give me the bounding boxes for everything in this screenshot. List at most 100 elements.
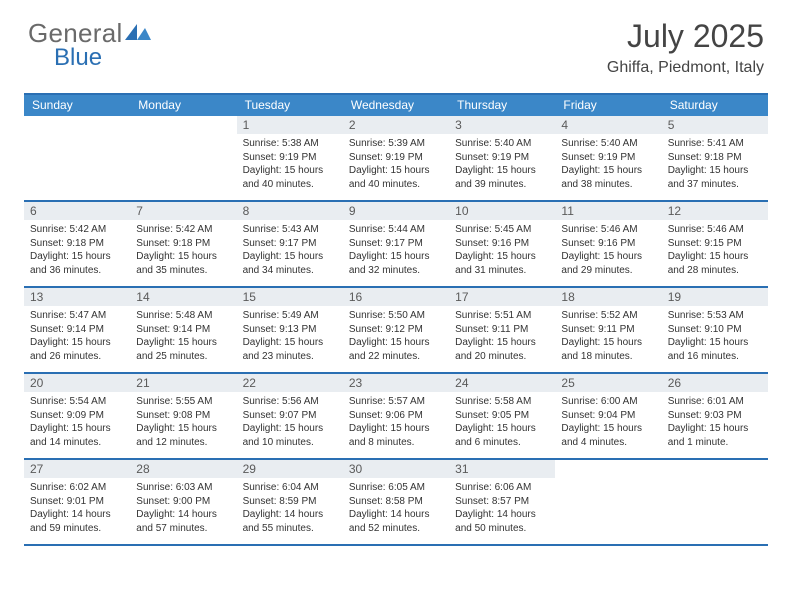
day-info: Sunrise: 5:50 AMSunset: 9:12 PMDaylight:…	[343, 306, 449, 367]
sunset-text: Sunset: 9:18 PM	[30, 237, 124, 251]
sunrise-text: Sunrise: 5:58 AM	[455, 395, 549, 409]
day-number: 16	[343, 288, 449, 306]
day-number: 7	[130, 202, 236, 220]
sunset-text: Sunset: 9:19 PM	[561, 151, 655, 165]
day-cell: 15Sunrise: 5:49 AMSunset: 9:13 PMDayligh…	[237, 288, 343, 372]
day-info: Sunrise: 5:42 AMSunset: 9:18 PMDaylight:…	[130, 220, 236, 281]
sunrise-text: Sunrise: 5:49 AM	[243, 309, 337, 323]
day-cell: 16Sunrise: 5:50 AMSunset: 9:12 PMDayligh…	[343, 288, 449, 372]
day-number: 8	[237, 202, 343, 220]
sunrise-text: Sunrise: 5:45 AM	[455, 223, 549, 237]
day-info: Sunrise: 5:42 AMSunset: 9:18 PMDaylight:…	[24, 220, 130, 281]
day-cell: 14Sunrise: 5:48 AMSunset: 9:14 PMDayligh…	[130, 288, 236, 372]
day-header: Sunday	[24, 95, 130, 116]
day-info: Sunrise: 5:46 AMSunset: 9:16 PMDaylight:…	[555, 220, 661, 281]
title-block: July 2025 Ghiffa, Piedmont, Italy	[607, 18, 764, 77]
sunrise-text: Sunrise: 5:51 AM	[455, 309, 549, 323]
day-number: 28	[130, 460, 236, 478]
sunset-text: Sunset: 8:58 PM	[349, 495, 443, 509]
daylight-text: Daylight: 15 hours and 31 minutes.	[455, 250, 549, 277]
day-header: Friday	[555, 95, 661, 116]
sunrise-text: Sunrise: 5:55 AM	[136, 395, 230, 409]
day-info: Sunrise: 5:51 AMSunset: 9:11 PMDaylight:…	[449, 306, 555, 367]
day-cell: 23 Sunrise: 5:57 AMSunset: 9:06 PMDayligh…	[343, 374, 449, 458]
daylight-text: Daylight: 14 hours and 52 minutes.	[349, 508, 443, 535]
daylight-text: Daylight: 14 hours and 57 minutes.	[136, 508, 230, 535]
day-info: Sunrise: 5:56 AMSunset: 9:07 PMDaylight:…	[237, 392, 343, 453]
sunset-text: Sunset: 9:06 PM	[349, 409, 443, 423]
day-cell: 3Sunrise: 5:40 AMSunset: 9:19 PMDaylight…	[449, 116, 555, 200]
sunset-text: Sunset: 9:07 PM	[243, 409, 337, 423]
day-cell: 19Sunrise: 5:53 AMSunset: 9:10 PMDayligh…	[662, 288, 768, 372]
logo-text-b: Blue	[54, 44, 102, 72]
day-number: 25	[555, 374, 661, 392]
sunset-text: Sunset: 9:11 PM	[455, 323, 549, 337]
sunset-text: Sunset: 9:16 PM	[455, 237, 549, 251]
sunrise-text: Sunrise: 5:52 AM	[561, 309, 655, 323]
daylight-text: Daylight: 15 hours and 39 minutes.	[455, 164, 549, 191]
daylight-text: Daylight: 15 hours and 8 minutes.	[349, 422, 443, 449]
sunrise-text: Sunrise: 5:44 AM	[349, 223, 443, 237]
day-cell: 28Sunrise: 6:03 AMSunset: 9:00 PMDayligh…	[130, 460, 236, 544]
daylight-text: Daylight: 15 hours and 29 minutes.	[561, 250, 655, 277]
sunrise-text: Sunrise: 5:48 AM	[136, 309, 230, 323]
daylight-text: Daylight: 15 hours and 6 minutes.	[455, 422, 549, 449]
day-number: 1	[237, 116, 343, 134]
sunset-text: Sunset: 9:16 PM	[561, 237, 655, 251]
day-number: 27	[24, 460, 130, 478]
day-info: Sunrise: 6:04 AMSunset: 8:59 PMDaylight:…	[237, 478, 343, 539]
day-info: Sunrise: 5:53 AMSunset: 9:10 PMDaylight:…	[662, 306, 768, 367]
sunrise-text: Sunrise: 5:43 AM	[243, 223, 337, 237]
day-info: Sunrise: 6:01 AMSunset: 9:03 PMDaylight:…	[662, 392, 768, 453]
day-info: Sunrise: 5:47 AMSunset: 9:14 PMDaylight:…	[24, 306, 130, 367]
day-number: 17	[449, 288, 555, 306]
week-row: ..1Sunrise: 5:38 AMSunset: 9:19 PMDaylig…	[24, 116, 768, 202]
day-header: Saturday	[662, 95, 768, 116]
day-number: 22	[237, 374, 343, 392]
sunset-text: Sunset: 9:01 PM	[30, 495, 124, 509]
day-cell: 10Sunrise: 5:45 AMSunset: 9:16 PMDayligh…	[449, 202, 555, 286]
day-info: Sunrise: 6:06 AMSunset: 8:57 PMDaylight:…	[449, 478, 555, 539]
sunset-text: Sunset: 9:19 PM	[243, 151, 337, 165]
day-number: 23	[343, 374, 449, 392]
day-info: Sunrise: 5:55 AMSunset: 9:08 PMDaylight:…	[130, 392, 236, 453]
day-cell: 29Sunrise: 6:04 AMSunset: 8:59 PMDayligh…	[237, 460, 343, 544]
calendar: Sunday Monday Tuesday Wednesday Thursday…	[24, 93, 768, 546]
day-number: 9	[343, 202, 449, 220]
sunrise-text: Sunrise: 6:01 AM	[668, 395, 762, 409]
day-info: Sunrise: 5:38 AMSunset: 9:19 PMDaylight:…	[237, 134, 343, 195]
day-number: 13	[24, 288, 130, 306]
sunrise-text: Sunrise: 5:57 AM	[349, 395, 443, 409]
weeks-container: ..1Sunrise: 5:38 AMSunset: 9:19 PMDaylig…	[24, 116, 768, 546]
sunrise-text: Sunrise: 6:04 AM	[243, 481, 337, 495]
day-cell: .	[130, 116, 236, 200]
daylight-text: Daylight: 15 hours and 36 minutes.	[30, 250, 124, 277]
sunrise-text: Sunrise: 5:41 AM	[668, 137, 762, 151]
daylight-text: Daylight: 15 hours and 32 minutes.	[349, 250, 443, 277]
daylight-text: Daylight: 15 hours and 12 minutes.	[136, 422, 230, 449]
day-cell: 30Sunrise: 6:05 AMSunset: 8:58 PMDayligh…	[343, 460, 449, 544]
sunset-text: Sunset: 9:19 PM	[349, 151, 443, 165]
daylight-text: Daylight: 15 hours and 23 minutes.	[243, 336, 337, 363]
daylight-text: Daylight: 15 hours and 34 minutes.	[243, 250, 337, 277]
day-number: 6	[24, 202, 130, 220]
daylight-text: Daylight: 15 hours and 4 minutes.	[561, 422, 655, 449]
sunrise-text: Sunrise: 5:42 AM	[136, 223, 230, 237]
sunset-text: Sunset: 9:18 PM	[668, 151, 762, 165]
daylight-text: Daylight: 15 hours and 37 minutes.	[668, 164, 762, 191]
day-cell: 2Sunrise: 5:39 AMSunset: 9:19 PMDaylight…	[343, 116, 449, 200]
sunset-text: Sunset: 9:17 PM	[243, 237, 337, 251]
sunset-text: Sunset: 9:05 PM	[455, 409, 549, 423]
sunrise-text: Sunrise: 5:39 AM	[349, 137, 443, 151]
day-cell: 22Sunrise: 5:56 AMSunset: 9:07 PMDayligh…	[237, 374, 343, 458]
day-cell: 17Sunrise: 5:51 AMSunset: 9:11 PMDayligh…	[449, 288, 555, 372]
daylight-text: Daylight: 15 hours and 20 minutes.	[455, 336, 549, 363]
sunset-text: Sunset: 9:18 PM	[136, 237, 230, 251]
week-row: 13Sunrise: 5:47 AMSunset: 9:14 PMDayligh…	[24, 288, 768, 374]
sunrise-text: Sunrise: 5:54 AM	[30, 395, 124, 409]
sunset-text: Sunset: 9:17 PM	[349, 237, 443, 251]
day-info: Sunrise: 5:40 AMSunset: 9:19 PMDaylight:…	[555, 134, 661, 195]
day-cell: 5Sunrise: 5:41 AMSunset: 9:18 PMDaylight…	[662, 116, 768, 200]
daylight-text: Daylight: 15 hours and 22 minutes.	[349, 336, 443, 363]
sunrise-text: Sunrise: 5:40 AM	[455, 137, 549, 151]
